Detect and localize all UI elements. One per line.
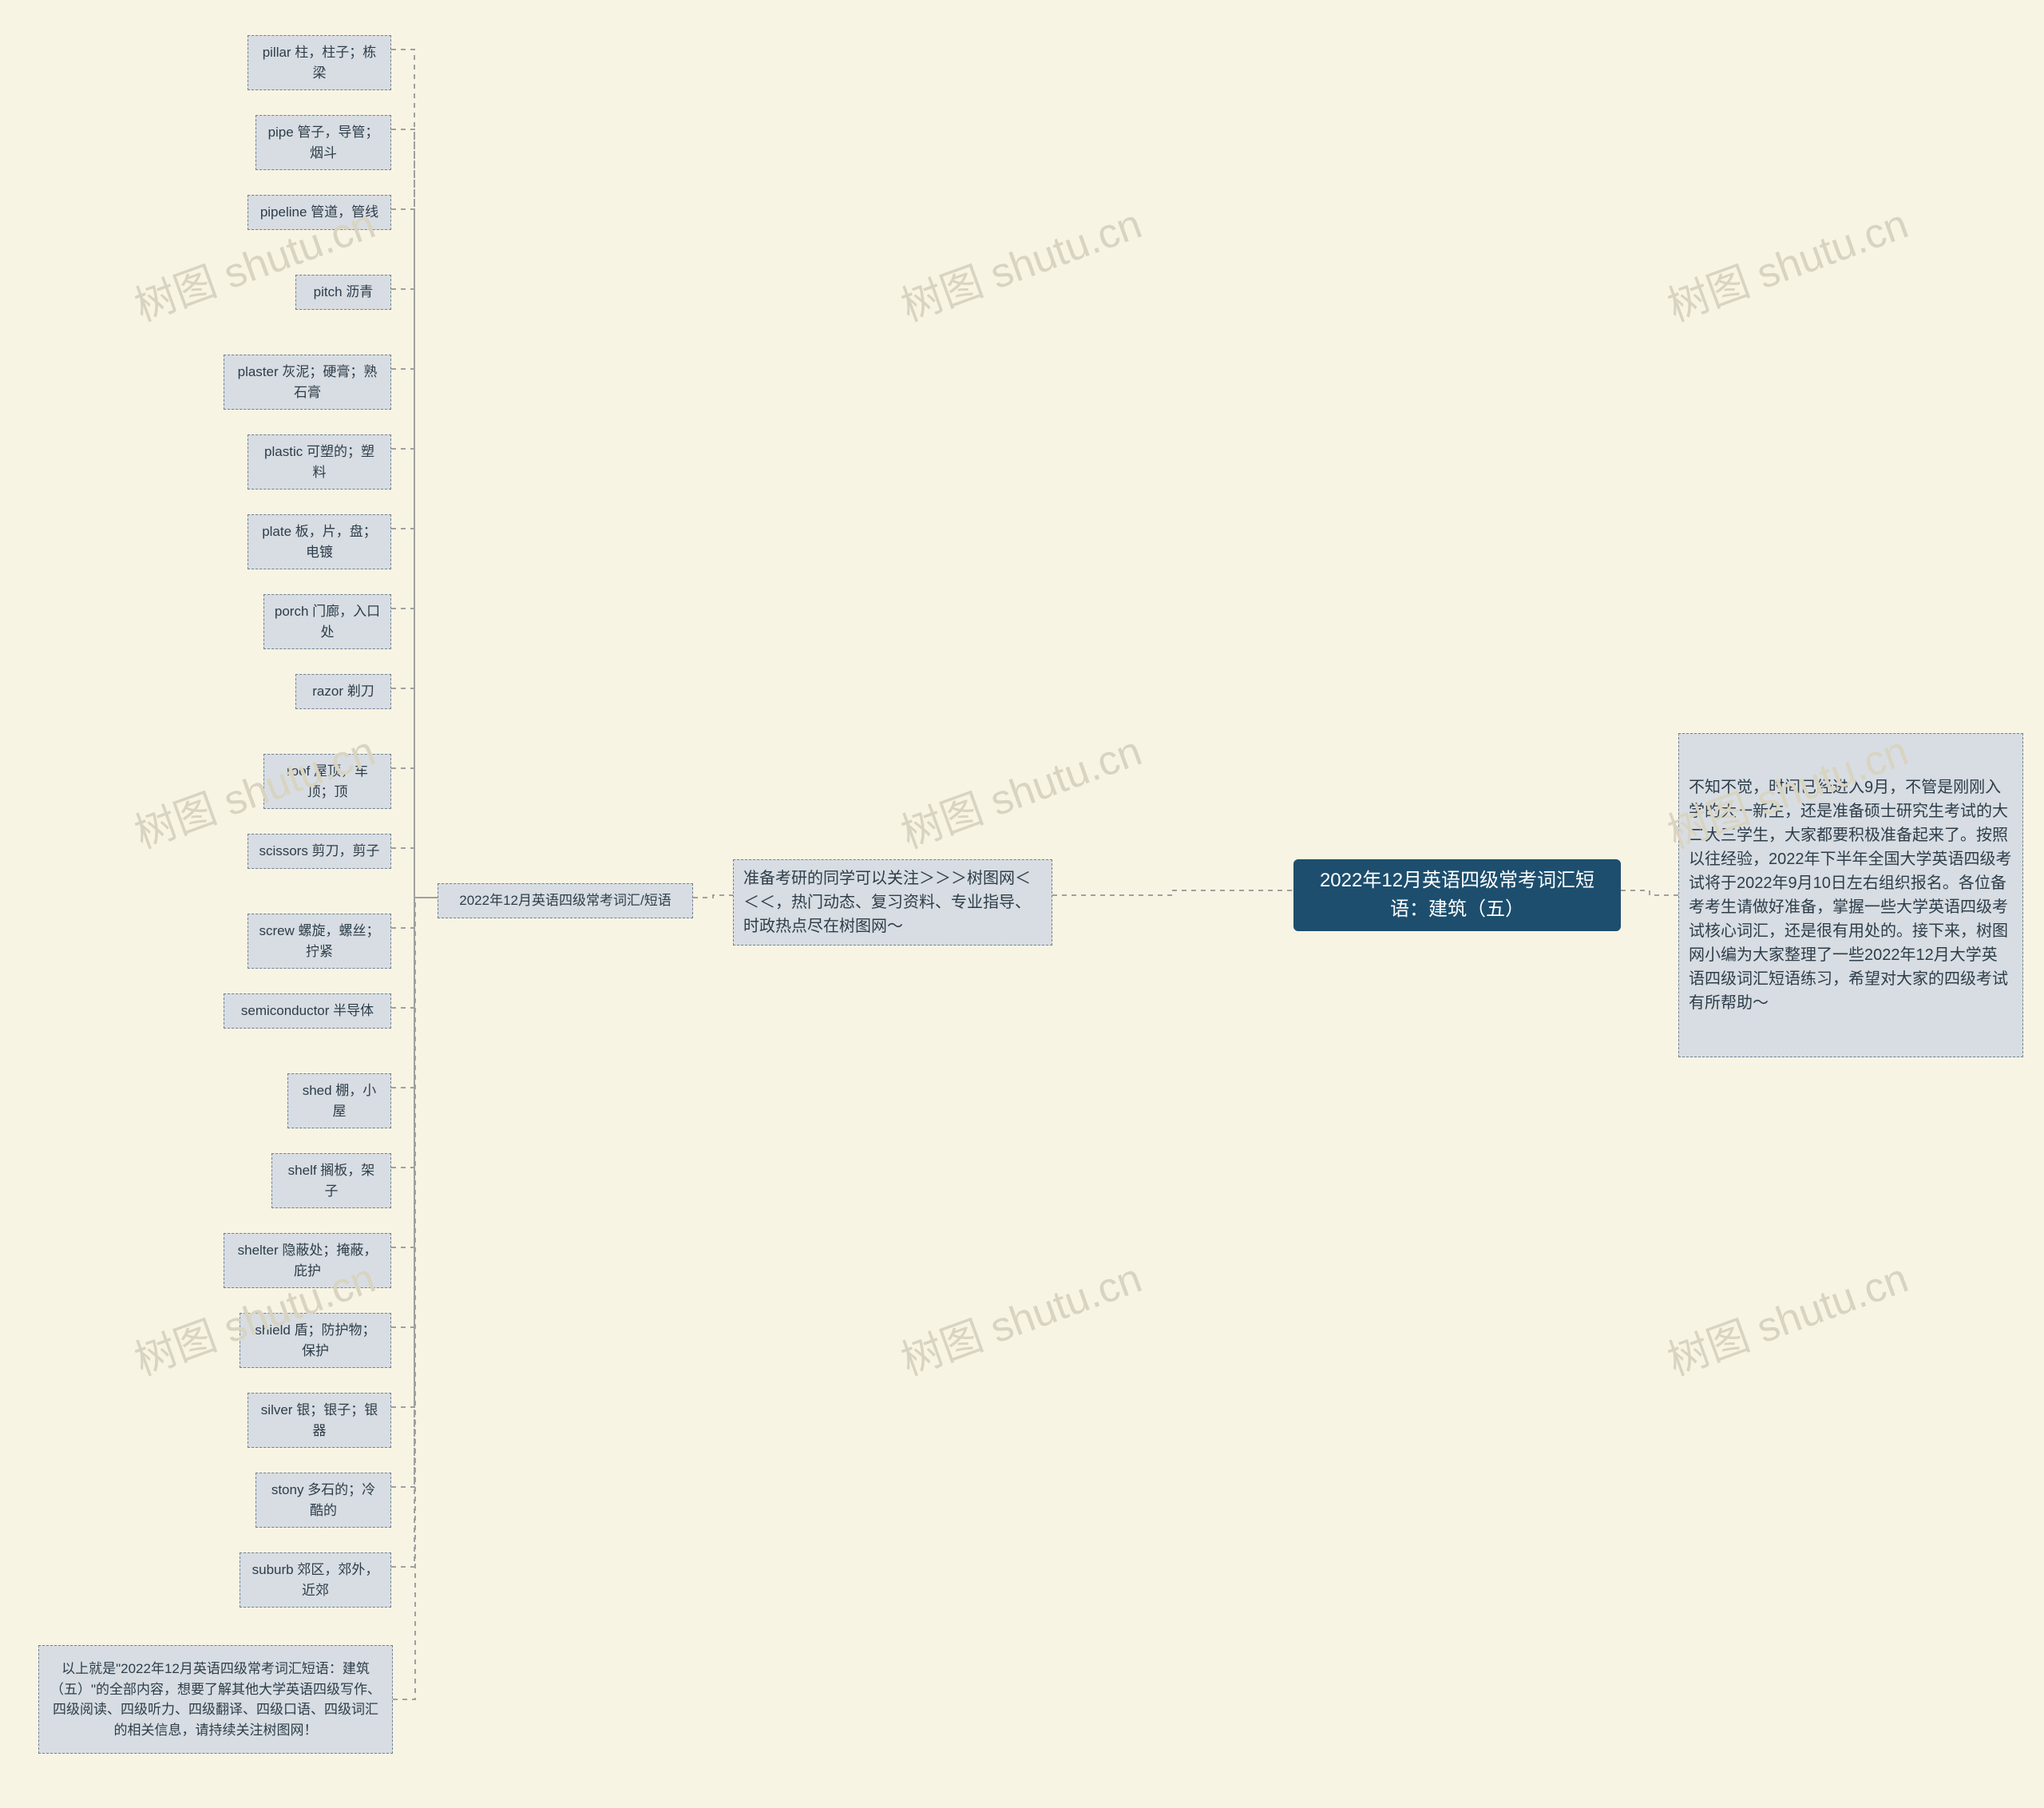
leaf-node-18: stony 多石的；冷酷的 — [256, 1473, 391, 1528]
footer-node: 以上就是"2022年12月英语四级常考词汇短语：建筑（五）"的全部内容，想要了解… — [38, 1645, 393, 1754]
leaf-node-2: pipeline 管道，管线 — [248, 195, 391, 230]
leaf-node-13: shed 棚，小屋 — [287, 1073, 391, 1128]
leaf-node-15: shelter 隐蔽处；掩蔽，庇护 — [224, 1233, 391, 1288]
leaf-node-14: shelf 搁板，架子 — [271, 1153, 391, 1208]
leaf-node-17: silver 银；银子；银器 — [248, 1393, 391, 1448]
root-node: 2022年12月英语四级常考词汇短语：建筑（五） — [1293, 859, 1621, 931]
leaf-node-4: plaster 灰泥；硬膏；熟石膏 — [224, 355, 391, 410]
leaf-node-0: pillar 柱，柱子；栋梁 — [248, 35, 391, 90]
leaf-node-9: roof 屋顶，车顶；顶 — [263, 754, 391, 809]
leaf-node-1: pipe 管子，导管；烟斗 — [256, 115, 391, 170]
leaf-node-5: plastic 可塑的；塑料 — [248, 434, 391, 490]
leaf-node-6: plate 板，片，盘；电镀 — [248, 514, 391, 569]
intro-node: 不知不觉，时间已经进入9月，不管是刚刚入学的大一新生，还是准备硕士研究生考试的大… — [1678, 733, 2023, 1057]
mid-node: 2022年12月英语四级常考词汇/短语 — [438, 883, 693, 918]
leaf-node-10: scissors 剪刀，剪子 — [248, 834, 391, 869]
leaf-node-3: pitch 沥青 — [295, 275, 391, 310]
leaf-node-12: semiconductor 半导体 — [224, 993, 391, 1029]
leaf-node-16: shield 盾；防护物；保护 — [240, 1313, 391, 1368]
leaf-node-11: screw 螺旋，螺丝；拧紧 — [248, 914, 391, 969]
leaf-node-7: porch 门廊，入口处 — [263, 594, 391, 649]
leaf-node-19: suburb 郊区，郊外，近郊 — [240, 1552, 391, 1608]
leaf-node-8: razor 剃刀 — [295, 674, 391, 709]
note-node: 准备考研的同学可以关注＞＞＞树图网＜＜＜，热门动态、复习资料、专业指导、时政热点… — [733, 859, 1052, 946]
